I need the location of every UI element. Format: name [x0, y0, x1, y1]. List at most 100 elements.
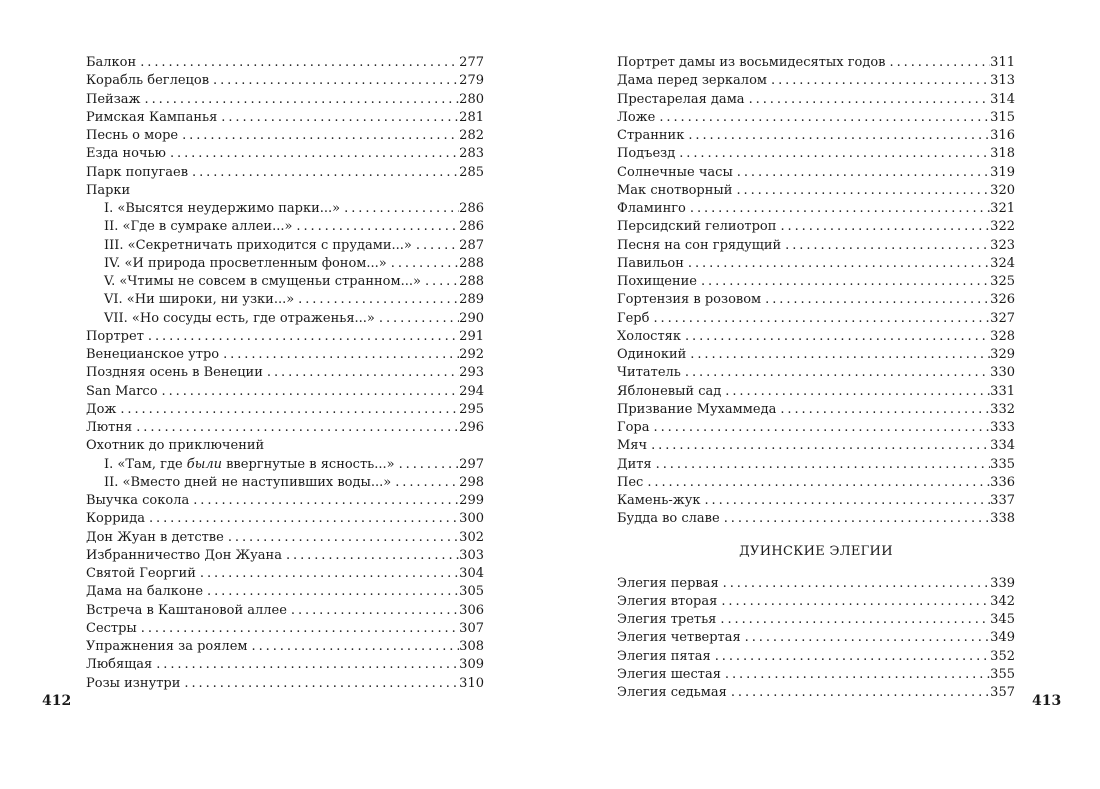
toc-list: Портрет дамы из восьмидесятых годов 311 Да…	[617, 54, 1015, 529]
dot-leader	[785, 237, 990, 255]
dot-leader	[780, 401, 990, 419]
entry-title: Мак снотворный	[617, 182, 733, 198]
page-ref: 331	[990, 383, 1015, 399]
dot-leader	[737, 164, 990, 182]
page-ref: 283	[459, 146, 484, 162]
page-ref: 302	[459, 529, 484, 545]
entry-title: Святой Георгий	[86, 566, 196, 581]
dot-leader	[651, 437, 990, 455]
page-ref: 339	[990, 575, 1015, 591]
toc-entry: Элегия вторая 342	[617, 593, 1015, 611]
dot-leader	[704, 492, 990, 510]
dot-leader	[416, 237, 459, 255]
toc-right-column: Портрет дамы из восьмидесятых годов 311 Да…	[617, 54, 1015, 702]
toc-entry: Дож 295	[86, 401, 484, 419]
toc-entry: III. «Секретничать приходится с прудами.…	[86, 237, 484, 255]
page-ref: 319	[990, 164, 1015, 180]
entry-title-part: I. «Там, где	[104, 456, 187, 472]
dot-leader	[765, 291, 990, 309]
dot-leader	[379, 310, 459, 328]
entry-title: Выучка сокола	[86, 493, 190, 508]
dot-leader	[252, 638, 460, 656]
dot-leader	[685, 328, 990, 346]
page-ref: 288	[459, 255, 484, 271]
entry-title: Павильон	[617, 255, 684, 271]
entry-title: IV. «И природа просветленным фоном...»	[104, 255, 387, 271]
toc-entry: Любящая 309	[86, 656, 484, 674]
entry-title: Портрет дамы из восьмидесятых годов	[617, 55, 886, 70]
page-ref: 286	[459, 219, 484, 235]
toc-entry: Похищение 325	[617, 273, 1015, 291]
entry-title: Балкон	[86, 55, 137, 70]
dot-leader	[890, 54, 991, 72]
page-ref: 335	[990, 456, 1015, 472]
entry-title: Элегия первая	[617, 575, 719, 591]
dot-leader	[162, 383, 460, 401]
entry-title: Упражнения за роялем	[86, 639, 248, 654]
page-ref: 279	[459, 73, 484, 89]
dot-leader	[228, 529, 459, 547]
toc-entry: Странник 316	[617, 127, 1015, 145]
entry-title: VI. «Ни широки, ни узки...»	[104, 292, 295, 308]
page-ref: 334	[990, 438, 1015, 454]
entry-title: Подъезд	[617, 146, 676, 162]
dot-leader	[148, 328, 459, 346]
toc-entry: Песнь о море 282	[86, 127, 484, 145]
toc-entry: Охотник до приключений	[86, 437, 484, 455]
page-ref: 315	[990, 109, 1015, 125]
page-ref: 290	[459, 310, 484, 326]
toc-entry: Езда ночью 283	[86, 145, 484, 163]
dot-leader	[170, 145, 459, 163]
entry-title: Призвание Мухаммеда	[617, 401, 777, 417]
page-ref: 357	[990, 685, 1015, 700]
toc-entry: Выучка сокола 299	[86, 492, 484, 510]
entry-title: Престарелая дама	[617, 91, 745, 107]
page-ref: 329	[990, 347, 1015, 362]
toc-entry: Портрет 291	[86, 328, 484, 346]
page-ref: 314	[990, 91, 1015, 107]
dot-leader	[701, 273, 990, 291]
toc-entry: Римская Кампанья 281	[86, 109, 484, 127]
entry-title: Персидский гелиотроп	[617, 219, 777, 235]
entry-title: Дитя	[617, 456, 652, 472]
dot-leader	[715, 648, 990, 666]
entry-title: Любящая	[86, 657, 153, 673]
entry-title: Яблоневый сад	[617, 383, 722, 399]
entry-title: II. «Где в сумраке аллеи...»	[104, 219, 293, 235]
page-ref: 311	[990, 55, 1015, 70]
page-ref: 295	[459, 401, 484, 417]
toc-entry: Розы изнутри 310	[86, 675, 484, 693]
page-ref: 342	[990, 593, 1015, 609]
entry-title: V. «Чтимы не совсем в смущеньи странном.…	[104, 274, 421, 289]
toc-entry: Элегия пятая 352	[617, 648, 1015, 666]
toc-entry: Гора 333	[617, 419, 1015, 437]
entry-title: Розы изнутри	[86, 675, 181, 691]
toc-entry: I. «Там, где были ввергнутые в ясность..…	[86, 456, 484, 474]
dot-leader	[725, 666, 990, 684]
page-ref: 320	[990, 182, 1015, 198]
page-ref: 280	[459, 91, 484, 107]
page-ref: 325	[990, 274, 1015, 289]
entry-title: Холостяк	[617, 328, 681, 344]
page-ref: 324	[990, 255, 1015, 271]
dot-leader	[654, 419, 991, 437]
entry-title: Избранничество Дон Жуана	[86, 547, 282, 563]
page-ref: 328	[990, 328, 1015, 344]
entry-title: Фламинго	[617, 201, 686, 216]
page-ref: 307	[459, 620, 484, 636]
page-ref: 313	[990, 73, 1015, 89]
toc-entry: Элегия первая 339	[617, 575, 1015, 593]
page-ref: 287	[459, 237, 484, 253]
dot-leader	[653, 310, 990, 328]
toc-entry: Будда во славе 338	[617, 510, 1015, 528]
toc-entry: Элегия третья 345	[617, 611, 1015, 629]
page-ref: 333	[990, 420, 1015, 435]
dot-leader	[659, 109, 990, 127]
entry-title: II. «Вместо дней не наступивших воды...»	[104, 474, 392, 490]
toc-entry: VII. «Но сосуды есть, где отраженья...» 2…	[86, 310, 484, 328]
entry-title: Пейзаж	[86, 91, 141, 107]
dot-leader	[193, 492, 459, 510]
entry-title: Элегия вторая	[617, 593, 718, 609]
entry-title: Поздняя осень в Венеции	[86, 365, 263, 381]
